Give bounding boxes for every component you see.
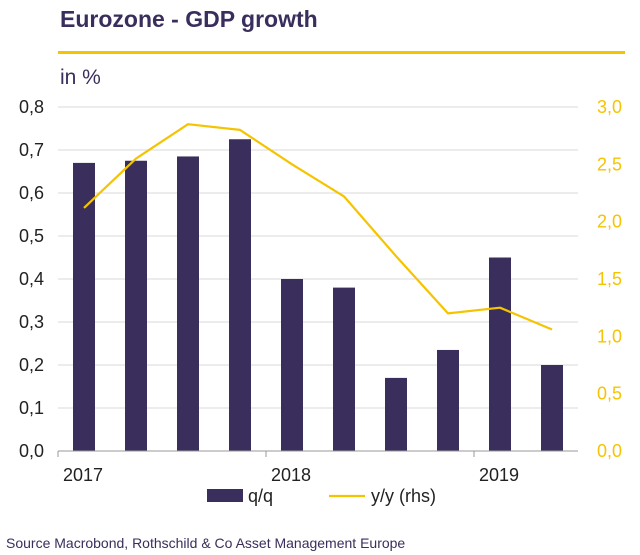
legend-label-y-y: y/y (rhs) [371,486,436,506]
bar-q-q [177,156,199,451]
source-note: Source Macrobond, Rothschild & Co Asset … [6,535,406,551]
left-tick-label: 0,8 [19,97,44,117]
legend-swatch-q-q [207,489,243,502]
left-tick-label: 0,2 [19,355,44,375]
right-tick-label: 0,0 [597,441,622,461]
left-tick-label: 0,1 [19,398,44,418]
axes: 0,0 0,1 0,2 0,3 0,4 0,5 0,6 0,7 0,8 0,0 0,5 1,0 1,5 2… [19,97,622,485]
line-y-y [83,123,553,331]
bars [73,139,563,451]
left-tick-label: 0,6 [19,183,44,203]
left-tick-label: 0,3 [19,312,44,332]
bar-q-q [437,349,459,451]
left-tick-label: 0,4 [19,269,44,289]
bar-q-q [73,162,95,451]
legend: q/q y/y (rhs) [207,486,436,506]
bar-q-q [125,160,147,451]
bar-q-q [229,139,251,451]
line-series [83,123,553,331]
left-tick-label: 0,5 [19,226,44,246]
x-tick-label: 2019 [479,465,519,485]
bar-q-q [385,377,407,451]
bar-q-q [281,279,303,451]
right-tick-label: 1,0 [597,326,622,346]
legend-label-q-q: q/q [248,486,273,506]
bar-q-q [541,365,563,451]
chart-title: Eurozone - GDP growth [60,6,318,32]
x-tick-label: 2018 [271,465,311,485]
right-tick-label: 0,5 [597,384,622,404]
right-tick-label: 2,0 [597,212,622,232]
bar-q-q [333,287,355,451]
right-tick-label: 3,0 [597,97,622,117]
left-tick-label: 0,0 [19,441,44,461]
x-tick-label: 2017 [63,465,103,485]
title-underline [58,51,625,54]
left-tick-label: 0,7 [19,140,44,160]
right-tick-label: 2,5 [597,154,622,174]
right-tick-label: 1,5 [597,269,622,289]
bar-q-q [489,257,511,451]
unit-label: in % [60,66,101,89]
